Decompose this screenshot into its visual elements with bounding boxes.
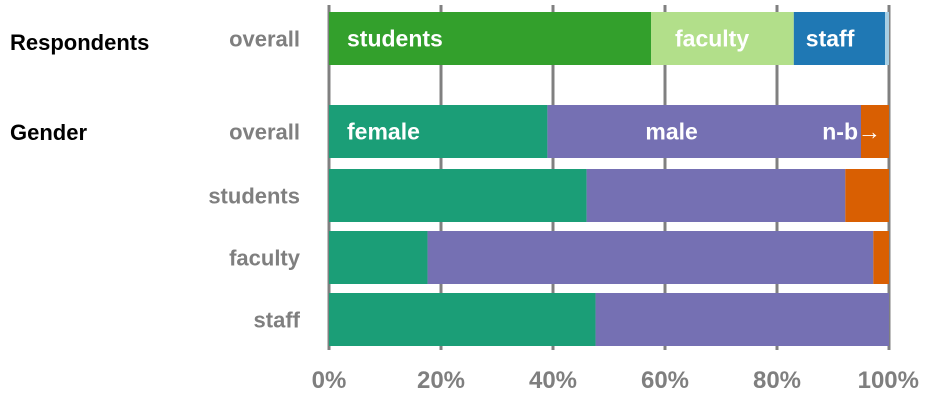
row-label: staff <box>254 308 301 333</box>
x-tick-label: 80% <box>753 367 801 394</box>
annotation-label: n-b→ <box>822 119 881 145</box>
bar-segment-non-binary <box>873 231 889 284</box>
segment-label: male <box>645 119 697 145</box>
bar-segment-male <box>586 169 846 222</box>
bar-segment-students <box>329 12 651 65</box>
row-label: overall <box>229 120 300 145</box>
group-label: Gender <box>10 120 87 145</box>
bar-segment-female <box>329 231 428 284</box>
bar-segment-female <box>329 169 587 222</box>
bar-segment-other <box>885 12 889 65</box>
segment-label: faculty <box>675 26 749 52</box>
bar-segment-female <box>329 293 596 346</box>
bars <box>329 12 889 346</box>
bar-segment-male <box>427 231 874 284</box>
row-label: students <box>208 184 300 209</box>
x-tick-label: 100% <box>858 367 919 394</box>
bar-segment-female <box>329 105 548 158</box>
bar-segment-faculty <box>651 12 794 65</box>
x-tick-label: 40% <box>529 367 577 394</box>
segment-label: staff <box>806 26 855 52</box>
x-tick-label: 0% <box>312 367 347 394</box>
x-tick-label: 20% <box>417 367 465 394</box>
segment-label: female <box>347 119 420 145</box>
row-label: overall <box>229 27 300 52</box>
labels: 0% 20% 40% 60% 80% 100% Respondents overall stud… <box>10 26 919 395</box>
bar-segment-male <box>595 293 889 346</box>
bar-segment-staff <box>793 12 886 65</box>
row-label: faculty <box>229 246 301 271</box>
bar-segment-non-binary <box>845 169 889 222</box>
segment-label: students <box>347 26 443 52</box>
x-tick-label: 60% <box>641 367 689 394</box>
bar-segment-male <box>547 105 861 158</box>
group-label: Respondents <box>10 30 149 55</box>
bar-segment-non-binary <box>861 105 889 158</box>
